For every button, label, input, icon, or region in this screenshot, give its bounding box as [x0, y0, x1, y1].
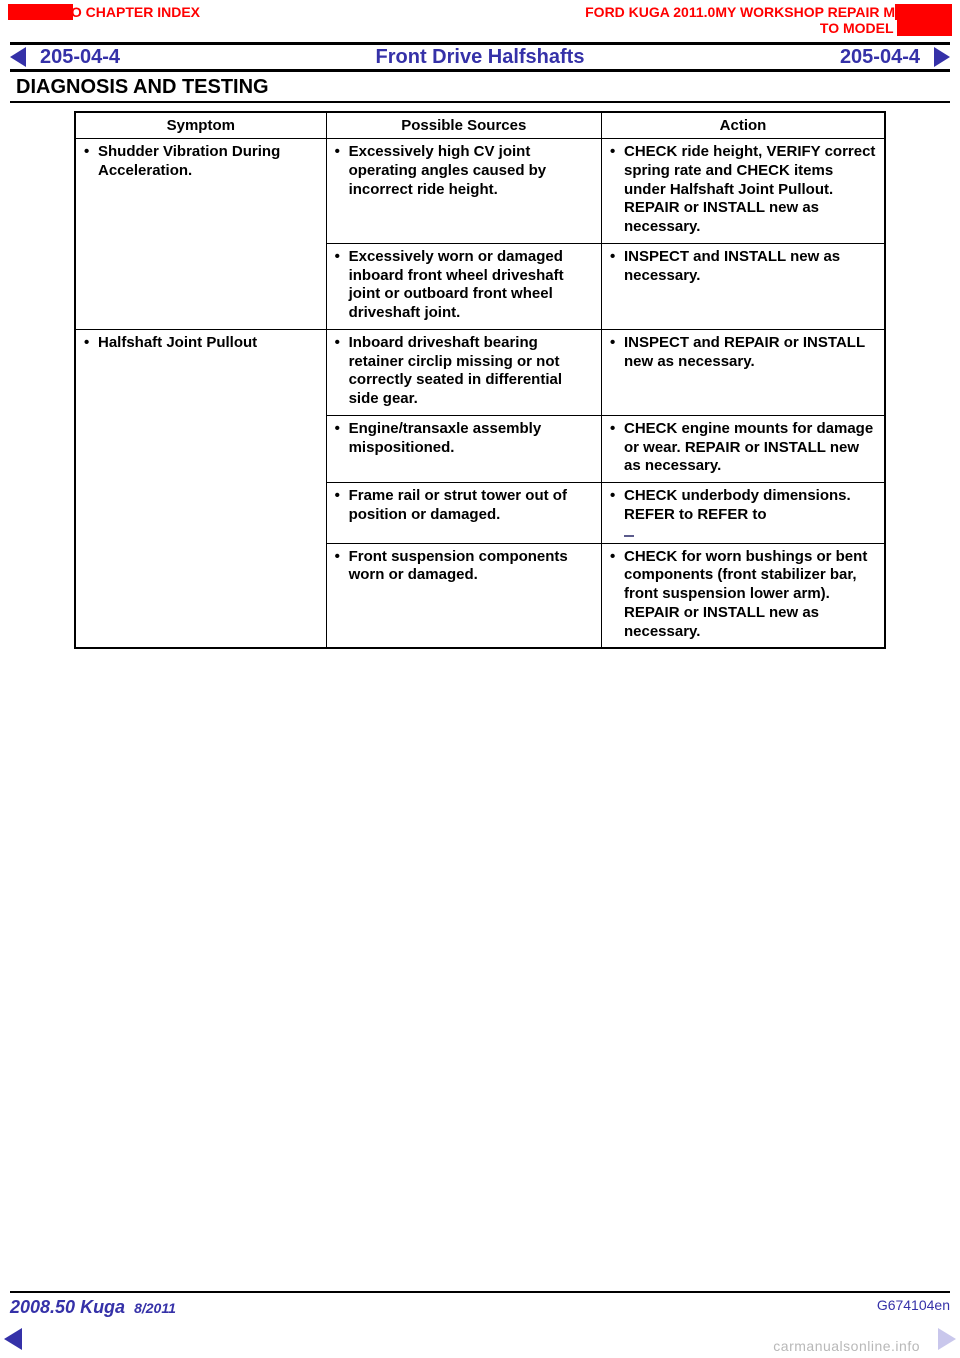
back-boxed-text: BACK T [8, 4, 73, 20]
section-title: DIAGNOSIS AND TESTING [10, 74, 950, 103]
page-title: Front Drive Halfshafts [174, 46, 786, 69]
back-to-chapter-link[interactable]: BACK T O CHAPTER INDEX [8, 4, 200, 20]
col-header-symptom: Symptom [75, 112, 326, 139]
action-text: CHECK ride height, VERIFY correct spring… [608, 143, 878, 237]
prev-page-icon[interactable] [10, 47, 26, 67]
source-text: Excessively worn or damaged inboard fron… [333, 248, 595, 323]
manual-title-a: FORD KUGA 2011.0MY WORKSHOP REPAIR M [585, 4, 895, 20]
table-row: Halfshaft Joint Pullout Inboard drivesha… [75, 329, 885, 415]
footer-model-year: 8/2011 [134, 1300, 176, 1316]
manual-title-b: ANUAL [895, 4, 952, 20]
manual-title-block: FORD KUGA 2011.0MY WORKSHOP REPAIR MANUA… [585, 4, 952, 36]
source-text: Engine/transaxle assembly mispositioned. [333, 420, 595, 458]
action-text: INSPECT and REPAIR or INSTALL new as nec… [608, 334, 878, 372]
to-model-index-link[interactable]: TO MODEL INDEX [585, 20, 952, 36]
refer-link-icon[interactable] [624, 535, 634, 537]
back-after-text: O CHAPTER INDEX [71, 4, 200, 20]
symptom-text: Shudder Vibration During Acceleration. [82, 143, 320, 181]
to-model-a: TO MODEL [820, 20, 897, 36]
source-text: Inboard driveshaft bearing retainer circ… [333, 334, 595, 409]
source-text: Excessively high CV joint operating angl… [333, 143, 595, 199]
footer-docid: G674104en [877, 1297, 950, 1318]
footer-model-name: 2008.50 Kuga [10, 1297, 125, 1317]
action-text: CHECK underbody dimensions. REFER to REF… [608, 487, 878, 525]
col-header-sources: Possible Sources [326, 112, 601, 139]
top-nav: BACK T O CHAPTER INDEX FORD KUGA 2011.0M… [0, 0, 960, 42]
page-code-right: 205-04-4 [786, 46, 926, 69]
prev-page-corner-icon[interactable] [4, 1328, 22, 1350]
watermark-text: carmanualsonline.info [773, 1338, 920, 1354]
footer-model: 2008.50 Kuga 8/2011 [10, 1297, 176, 1318]
symptom-chart-table: Symptom Possible Sources Action Shudder … [74, 111, 886, 649]
header-bar: 205-04-4 Front Drive Halfshafts 205-04-4 [10, 42, 950, 72]
action-text: INSPECT and INSTALL new as necessary. [608, 248, 878, 286]
action-text: CHECK for worn bushings or bent componen… [608, 548, 878, 642]
action-text: CHECK engine mounts for damage or wear. … [608, 420, 878, 476]
page-code-left: 205-04-4 [34, 46, 174, 69]
source-text: Frame rail or strut tower out of positio… [333, 487, 595, 525]
to-model-b: INDEX [897, 20, 952, 36]
table-header-row: Symptom Possible Sources Action [75, 112, 885, 139]
table-row: Shudder Vibration During Acceleration. E… [75, 139, 885, 244]
page-footer: 2008.50 Kuga 8/2011 G674104en [10, 1291, 950, 1318]
next-page-corner-icon[interactable] [938, 1328, 956, 1350]
next-page-icon[interactable] [934, 47, 950, 67]
source-text: Front suspension components worn or dama… [333, 548, 595, 586]
col-header-action: Action [601, 112, 885, 139]
symptom-text: Halfshaft Joint Pullout [82, 334, 320, 353]
